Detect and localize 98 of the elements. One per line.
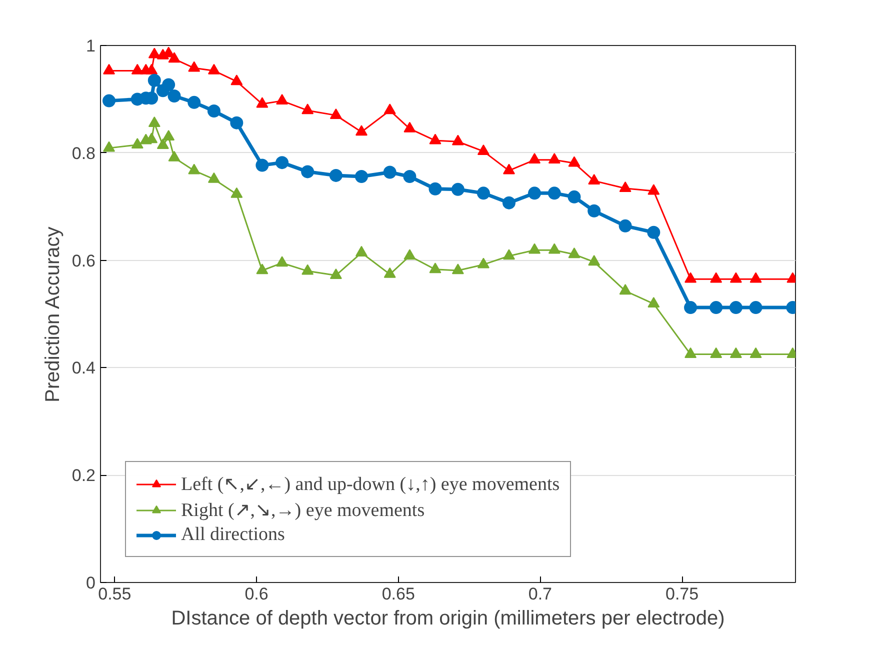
y-tick-label: 0 xyxy=(86,574,96,592)
y-tick-label: 0.2 xyxy=(72,466,96,486)
point xyxy=(256,97,268,108)
point xyxy=(730,272,742,283)
point xyxy=(354,170,368,184)
point xyxy=(452,264,464,274)
point xyxy=(548,243,560,254)
point xyxy=(384,104,396,114)
point xyxy=(528,153,541,164)
point xyxy=(619,284,632,295)
point xyxy=(256,264,268,274)
point xyxy=(528,186,542,200)
point xyxy=(207,104,220,118)
point xyxy=(730,347,742,358)
x-tick-label: 0.55 xyxy=(98,584,132,604)
point xyxy=(148,74,161,87)
point xyxy=(168,89,181,102)
legend-label: Left (↖,↙,←) and up-down (↓,↑) eye movements xyxy=(181,473,560,496)
point xyxy=(230,187,243,198)
point xyxy=(168,52,180,63)
point xyxy=(162,130,175,140)
point xyxy=(428,182,442,196)
point xyxy=(528,243,541,254)
point xyxy=(103,64,116,74)
point xyxy=(329,168,342,182)
point xyxy=(131,64,144,74)
point xyxy=(548,186,561,200)
point xyxy=(548,153,560,164)
point xyxy=(647,226,660,239)
point xyxy=(710,347,722,358)
x-tick-label: 0.75 xyxy=(665,584,699,604)
y-axis-title: Prediction Accuracy xyxy=(42,226,64,402)
point xyxy=(188,164,200,174)
point xyxy=(568,248,580,258)
point xyxy=(188,61,200,72)
point xyxy=(208,64,220,74)
point xyxy=(276,156,289,170)
x-tick-label: 0.7 xyxy=(528,584,552,604)
point xyxy=(162,78,176,92)
point xyxy=(404,249,416,260)
point xyxy=(256,158,269,172)
point xyxy=(648,184,660,195)
point xyxy=(403,170,416,184)
point xyxy=(502,196,516,210)
point xyxy=(429,134,442,144)
point xyxy=(355,246,368,256)
point xyxy=(710,272,722,283)
point xyxy=(588,255,600,266)
point xyxy=(156,138,169,150)
point xyxy=(452,134,464,146)
point xyxy=(477,144,490,155)
point xyxy=(684,347,697,358)
point xyxy=(230,116,244,130)
x-tick-label: 0.65 xyxy=(382,584,415,604)
point xyxy=(302,104,314,114)
point xyxy=(230,74,243,86)
point xyxy=(588,174,600,184)
y-tick-label: 0.6 xyxy=(72,251,96,270)
point xyxy=(568,190,581,204)
point xyxy=(476,186,490,200)
point xyxy=(618,219,632,232)
point xyxy=(302,264,314,275)
point xyxy=(188,96,201,109)
point xyxy=(383,166,396,179)
point xyxy=(588,204,601,218)
point xyxy=(355,125,368,136)
legend-label: All directions xyxy=(181,524,285,546)
y-tick-label: 1 xyxy=(86,36,96,56)
point xyxy=(568,156,580,167)
point xyxy=(131,138,144,149)
y-tick-label: 0.4 xyxy=(72,358,96,378)
point xyxy=(148,116,160,128)
x-tick-label: 0.6 xyxy=(244,584,268,604)
point xyxy=(330,268,342,280)
point xyxy=(502,164,515,174)
point xyxy=(146,64,158,74)
legend-label: Right (↗,↘,→) eye movements xyxy=(181,499,425,522)
point xyxy=(168,150,180,162)
point xyxy=(477,258,490,268)
x-axis-title: DIstance of depth vector from origin (millimeters per electrode) xyxy=(171,608,725,630)
point xyxy=(429,262,442,274)
point xyxy=(102,94,116,108)
point xyxy=(750,272,762,283)
y-tick-label: 0.8 xyxy=(72,144,96,163)
point xyxy=(619,181,632,192)
point xyxy=(648,296,660,308)
point xyxy=(208,172,220,183)
point xyxy=(684,272,697,283)
point xyxy=(103,141,116,152)
point xyxy=(502,249,515,260)
point xyxy=(384,267,396,278)
point xyxy=(330,108,342,119)
point xyxy=(301,165,314,178)
point xyxy=(451,182,464,196)
point xyxy=(750,347,762,358)
point xyxy=(276,94,288,104)
point xyxy=(404,122,416,132)
point xyxy=(276,256,288,267)
